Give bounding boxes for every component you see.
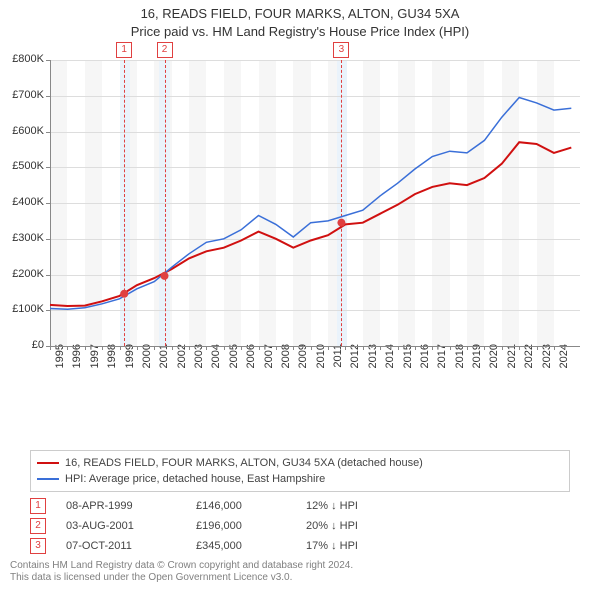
- x-axis-label: 2023: [541, 344, 553, 384]
- legend-item: 16, READS FIELD, FOUR MARKS, ALTON, GU34…: [37, 455, 563, 471]
- attribution: Contains HM Land Registry data © Crown c…: [10, 560, 590, 584]
- event-price: £345,000: [196, 540, 306, 552]
- legend: 16, READS FIELD, FOUR MARKS, ALTON, GU34…: [30, 450, 570, 492]
- marker-label-box: 2: [157, 42, 173, 58]
- attribution-line: This data is licensed under the Open Gov…: [10, 572, 590, 584]
- event-marker-box: 1: [30, 498, 46, 514]
- x-axis-label: 2017: [436, 344, 448, 384]
- x-axis-label: 2020: [488, 344, 500, 384]
- x-axis-label: 1998: [106, 344, 118, 384]
- legend-label: HPI: Average price, detached house, East…: [65, 473, 325, 485]
- y-axis-label: £600K: [0, 125, 44, 137]
- legend-label: 16, READS FIELD, FOUR MARKS, ALTON, GU34…: [65, 457, 423, 469]
- event-delta: 17% ↓ HPI: [306, 540, 358, 552]
- x-axis-label: 2001: [158, 344, 170, 384]
- chart-title-line2: Price paid vs. HM Land Registry's House …: [0, 24, 600, 39]
- chart-area: £0 £100K £200K £300K £400K £500K £600K £700K £80…: [0, 44, 600, 404]
- attribution-line: Contains HM Land Registry data © Crown c…: [10, 560, 590, 572]
- y-axis-label: £100K: [0, 303, 44, 315]
- event-delta: 20% ↓ HPI: [306, 520, 358, 532]
- x-axis-label: 2018: [454, 344, 466, 384]
- x-axis-label: 2011: [332, 344, 344, 384]
- x-axis-label: 2000: [141, 344, 153, 384]
- x-axis-label: 2016: [419, 344, 431, 384]
- y-axis-label: £500K: [0, 160, 44, 172]
- event-date: 07-OCT-2011: [66, 540, 196, 552]
- x-axis-label: 2022: [523, 344, 535, 384]
- legend-swatch: [37, 478, 59, 480]
- marker-label-box: 1: [116, 42, 132, 58]
- x-axis-label: 2009: [297, 344, 309, 384]
- event-date: 03-AUG-2001: [66, 520, 196, 532]
- x-axis-label: 2006: [245, 344, 257, 384]
- x-axis-label: 1996: [71, 344, 83, 384]
- x-axis-label: 2003: [193, 344, 205, 384]
- x-axis-label: 2021: [506, 344, 518, 384]
- legend-item: HPI: Average price, detached house, East…: [37, 471, 563, 487]
- x-axis-label: 2024: [558, 344, 570, 384]
- event-row: 2 03-AUG-2001 £196,000 20% ↓ HPI: [30, 516, 570, 536]
- y-axis-label: £300K: [0, 232, 44, 244]
- event-row: 3 07-OCT-2011 £345,000 17% ↓ HPI: [30, 536, 570, 556]
- event-table: 1 08-APR-1999 £146,000 12% ↓ HPI 2 03-AU…: [30, 496, 570, 556]
- gridline: [50, 60, 580, 61]
- x-axis-label: 1995: [54, 344, 66, 384]
- gridline: [50, 239, 580, 240]
- marker-line: [165, 60, 166, 346]
- x-axis-label: 2004: [210, 344, 222, 384]
- y-axis-label: £400K: [0, 196, 44, 208]
- event-price: £146,000: [196, 500, 306, 512]
- marker-label-box: 3: [333, 42, 349, 58]
- x-axis-line: [50, 346, 580, 347]
- event-delta: 12% ↓ HPI: [306, 500, 358, 512]
- event-marker-box: 2: [30, 518, 46, 534]
- gridline: [50, 203, 580, 204]
- y-axis-label: £800K: [0, 53, 44, 65]
- gridline: [50, 275, 580, 276]
- gridline: [50, 132, 580, 133]
- event-row: 1 08-APR-1999 £146,000 12% ↓ HPI: [30, 496, 570, 516]
- x-axis-label: 2013: [367, 344, 379, 384]
- event-marker-box: 3: [30, 538, 46, 554]
- x-axis-label: 2012: [349, 344, 361, 384]
- x-axis-label: 2005: [228, 344, 240, 384]
- x-axis-label: 2008: [280, 344, 292, 384]
- gridline: [50, 96, 580, 97]
- y-axis-label: £700K: [0, 89, 44, 101]
- y-axis-label: £0: [0, 339, 44, 351]
- marker-line: [124, 60, 125, 346]
- gridline: [50, 310, 580, 311]
- event-price: £196,000: [196, 520, 306, 532]
- y-axis-label: £200K: [0, 268, 44, 280]
- gridline: [50, 167, 580, 168]
- chart-container: 16, READS FIELD, FOUR MARKS, ALTON, GU34…: [0, 0, 600, 590]
- x-axis-label: 1999: [124, 344, 136, 384]
- x-axis-label: 2019: [471, 344, 483, 384]
- x-axis-label: 2010: [315, 344, 327, 384]
- chart-title-line1: 16, READS FIELD, FOUR MARKS, ALTON, GU34…: [0, 6, 600, 21]
- x-axis-label: 2015: [402, 344, 414, 384]
- x-axis-label: 1997: [89, 344, 101, 384]
- x-axis-label: 2007: [263, 344, 275, 384]
- event-date: 08-APR-1999: [66, 500, 196, 512]
- y-axis-line: [50, 60, 51, 346]
- legend-swatch: [37, 462, 59, 464]
- x-axis-label: 2002: [176, 344, 188, 384]
- marker-line: [341, 60, 342, 346]
- x-axis-label: 2014: [384, 344, 396, 384]
